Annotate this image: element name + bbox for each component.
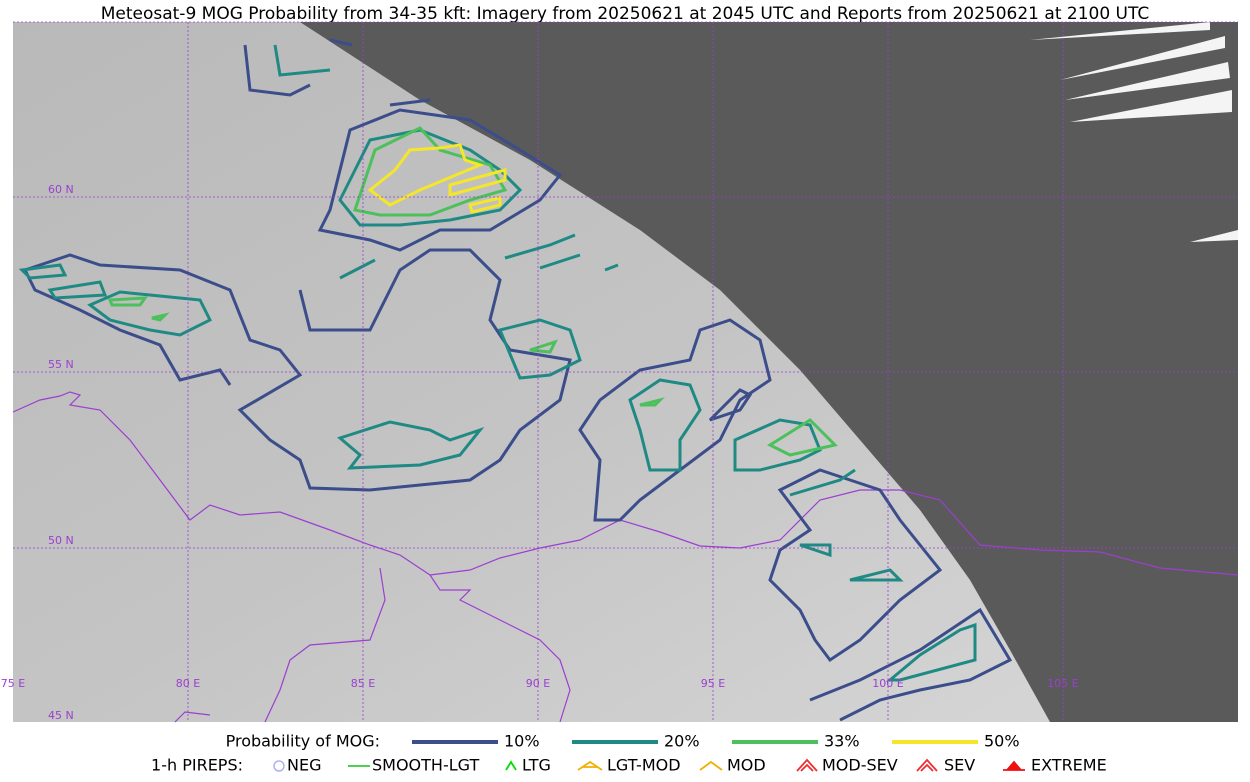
pirep-label: NEG	[287, 756, 321, 775]
legend-label: 33%	[824, 732, 860, 751]
lon-label: 85 E	[351, 677, 375, 690]
pireps-title: 1-h PIREPS:	[151, 756, 243, 775]
pirep-label: SEV	[944, 756, 975, 775]
pirep-symbol	[273, 760, 285, 772]
pirep-symbol	[1003, 760, 1025, 771]
lon-label: 105 E	[1047, 677, 1078, 690]
lon-label: 80 E	[176, 677, 200, 690]
pirep-label: LGT-MOD	[607, 756, 681, 775]
lat-label: 50 N	[48, 534, 74, 547]
lat-label: 45 N	[48, 709, 74, 722]
legend-label: 10%	[504, 732, 540, 751]
pirep-label: LTG	[522, 756, 551, 775]
title: Meteosat-9 MOG Probability from 34-35 kf…	[101, 4, 1150, 24]
lat-label: 60 N	[48, 183, 74, 196]
pirep-label: MOD-SEV	[822, 756, 898, 775]
lon-label: 95 E	[701, 677, 725, 690]
legend-title: Probability of MOG:	[226, 732, 380, 751]
pirep-symbol	[699, 760, 723, 771]
pirep-symbol	[796, 758, 818, 772]
legend: Probability of MOG: 10% 20% 33% 50% 1-h PIREP…	[151, 732, 1107, 775]
pirep-symbol	[505, 760, 517, 771]
pirep-label: EXTREME	[1031, 756, 1107, 775]
pirep-symbol	[577, 760, 603, 771]
lon-label: 90 E	[526, 677, 550, 690]
pirep-symbol	[916, 758, 938, 772]
legend-label: 20%	[664, 732, 700, 751]
pirep-label: MOD	[727, 756, 766, 775]
lon-label: 100 E	[872, 677, 903, 690]
lat-label: 55 N	[48, 358, 74, 371]
pirep-label: SMOOTH-LGT	[372, 756, 479, 775]
map: 60 N 55 N 50 N 45 N 75 E 80 E 85 E 90 E 95 E 100 …	[1, 21, 1239, 723]
contours	[18, 38, 1013, 722]
noise-streaks	[1030, 22, 1238, 242]
lon-label: 75 E	[1, 677, 25, 690]
graticule: 60 N 55 N 50 N 45 N 75 E 80 E 85 E 90 E 95 E 100 …	[1, 21, 1238, 722]
legend-label: 50%	[984, 732, 1020, 751]
borders	[12, 391, 1239, 723]
